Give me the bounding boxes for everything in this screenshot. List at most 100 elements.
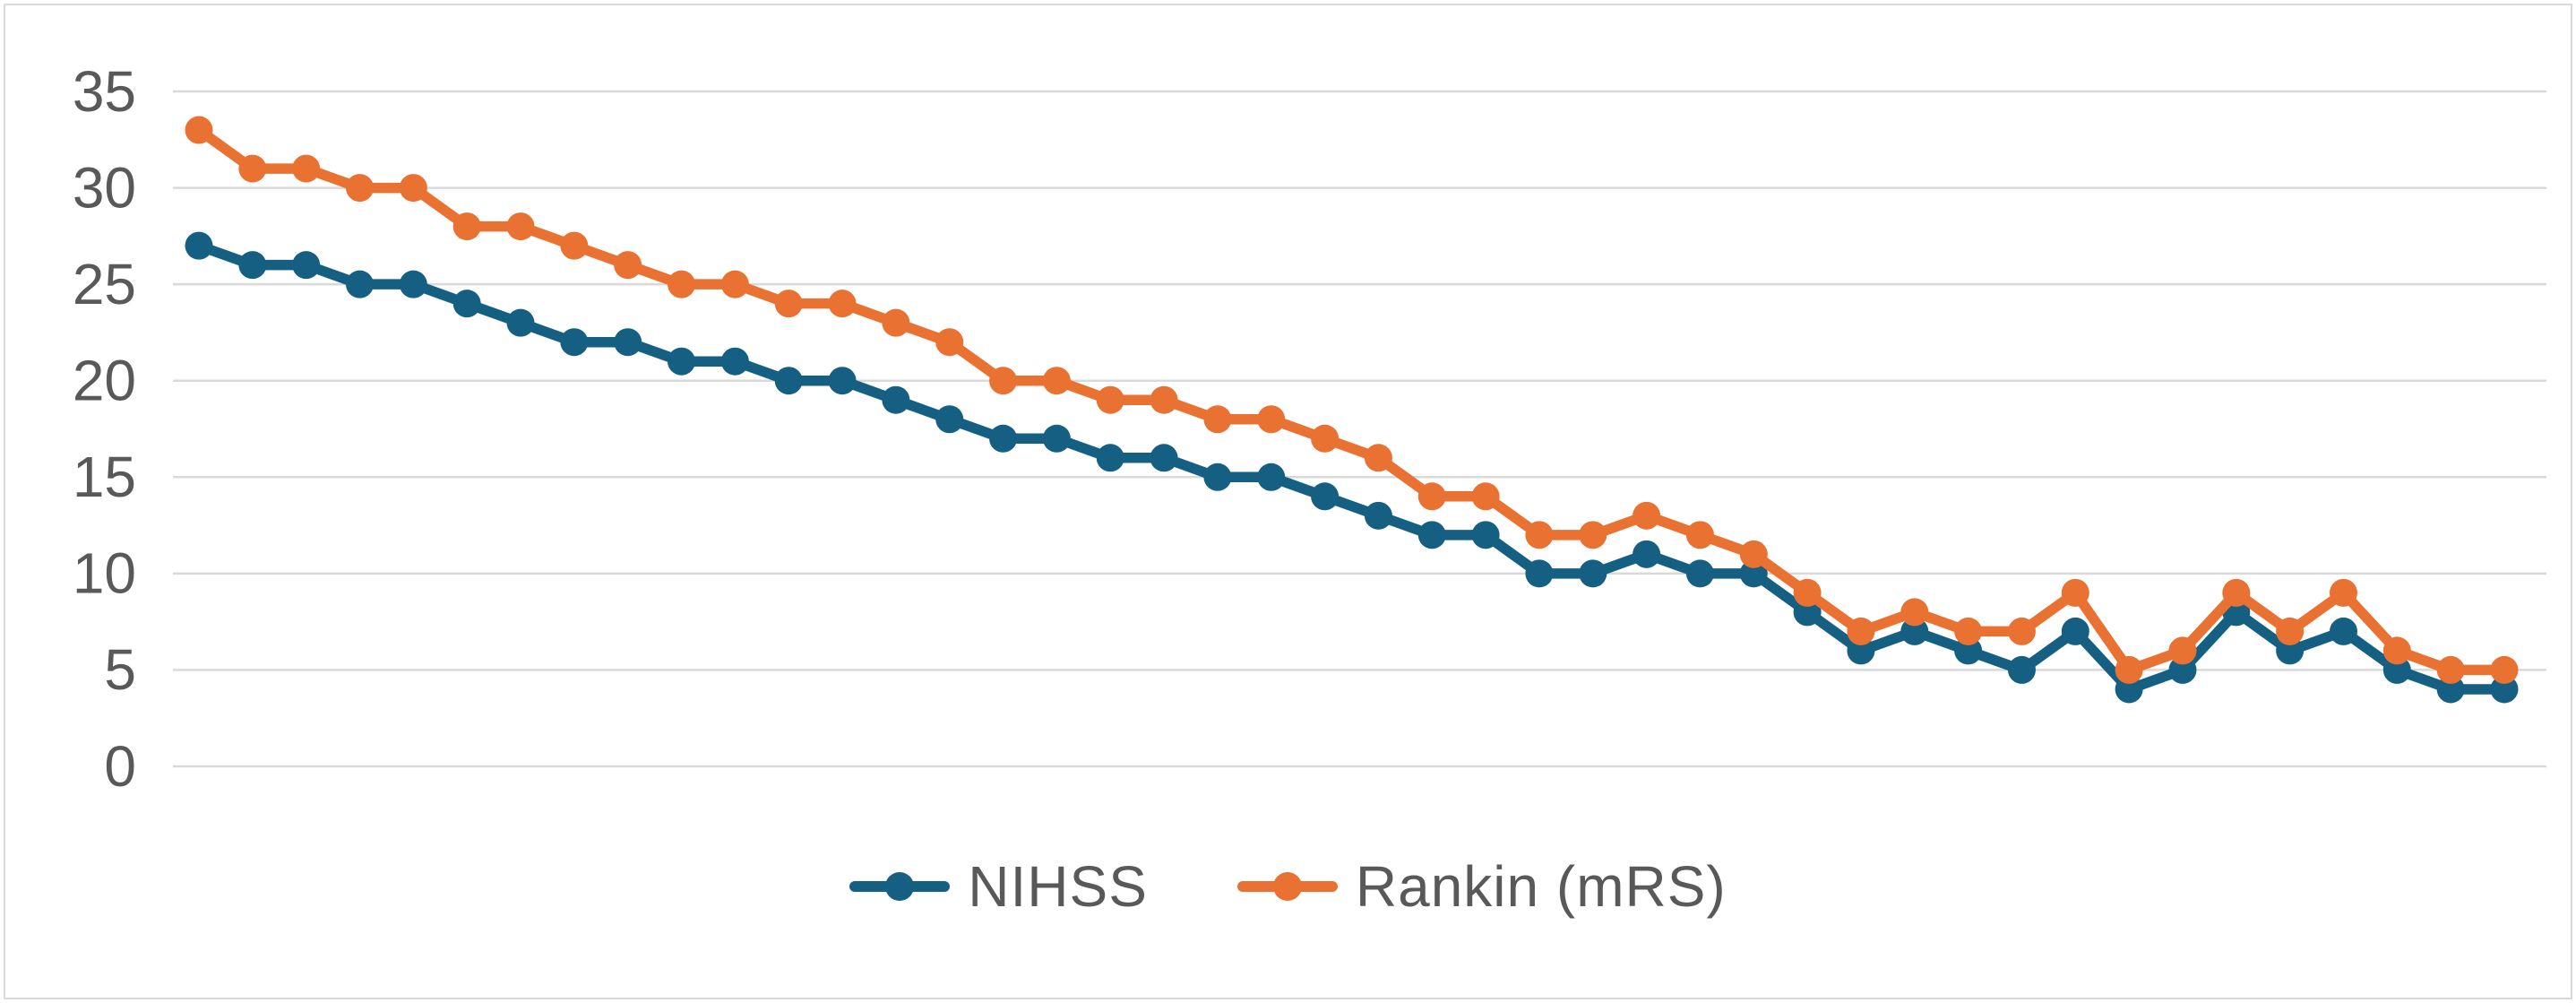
data-point-marker: [989, 424, 1018, 453]
data-point-marker: [1579, 521, 1607, 549]
data-point-marker: [1525, 521, 1554, 549]
data-point-marker: [1471, 482, 1500, 511]
data-point-marker: [774, 367, 803, 395]
data-point-marker: [1954, 636, 1983, 665]
data-point-marker: [668, 347, 696, 376]
data-point-marker: [2436, 675, 2465, 704]
data-point-marker: [1364, 501, 1392, 530]
data-point-marker: [1042, 367, 1071, 395]
data-point-marker: [1417, 521, 1446, 549]
data-point-marker: [1685, 559, 1714, 588]
data-point-marker: [346, 270, 375, 298]
y-axis-tick-label: 0: [104, 734, 136, 799]
data-point-marker: [1096, 444, 1124, 472]
data-point-marker: [1633, 540, 1661, 568]
data-point-marker: [2061, 617, 2089, 645]
data-point-marker: [399, 270, 427, 298]
data-point-marker: [1203, 463, 1232, 491]
data-point-marker: [1847, 636, 1875, 665]
data-point-marker: [1311, 482, 1340, 511]
data-point-marker: [1685, 521, 1714, 549]
data-point-marker: [1417, 482, 1446, 511]
data-point-marker: [452, 290, 481, 318]
data-point-marker: [828, 367, 857, 395]
data-point-marker: [882, 385, 910, 414]
data-point-marker: [1257, 405, 1286, 434]
series-line-rankin-mrs-: [194, 125, 2510, 676]
data-point-marker: [2329, 617, 2357, 645]
legend-marker-rankin-icon: [1236, 872, 1338, 901]
data-point-marker: [1900, 598, 1929, 627]
y-axis-tick-label: 10: [73, 541, 136, 606]
data-point-marker: [720, 347, 749, 376]
data-point-marker: [1633, 501, 1661, 530]
data-point-marker: [1579, 559, 1607, 588]
data-point-marker: [2276, 617, 2305, 645]
data-point-marker: [346, 174, 375, 203]
legend-marker-nihss-icon: [849, 872, 951, 901]
data-point-marker: [1042, 424, 1071, 453]
data-point-marker: [1739, 540, 1768, 568]
y-axis-tick-label: 30: [73, 155, 136, 220]
data-point-marker: [1150, 385, 1178, 414]
data-point-marker: [2115, 675, 2143, 704]
data-point-marker: [2007, 655, 2036, 684]
data-point-marker: [2115, 655, 2143, 684]
data-point-marker: [1257, 463, 1286, 491]
y-axis-tick-label: 5: [104, 637, 136, 702]
data-point-marker: [720, 270, 749, 298]
data-point-marker: [185, 116, 213, 144]
legend-item-rankin: Rankin (mRS): [1236, 853, 1727, 920]
data-point-marker: [2436, 655, 2465, 684]
data-point-marker: [238, 154, 267, 183]
y-axis-tick-label: 35: [73, 59, 136, 124]
data-point-marker: [1525, 559, 1554, 588]
data-point-marker: [506, 212, 535, 241]
legend-label-nihss: NIHSS: [968, 854, 1148, 919]
data-point-marker: [935, 328, 964, 357]
y-axis-tick-label: 25: [73, 252, 136, 316]
data-point-marker: [614, 251, 642, 280]
data-point-marker: [668, 270, 696, 298]
data-point-marker: [2222, 578, 2251, 607]
data-point-marker: [1793, 598, 1822, 627]
data-point-marker: [1364, 444, 1392, 472]
legend: NIHSS Rankin (mRS): [0, 853, 2576, 920]
data-point-marker: [989, 367, 1018, 395]
data-point-marker: [882, 308, 910, 337]
data-point-marker: [828, 290, 857, 318]
data-point-marker: [1793, 578, 1822, 607]
data-point-marker: [614, 328, 642, 357]
data-point-marker: [935, 405, 964, 434]
y-axis-tick-label: 20: [73, 348, 136, 412]
legend-label-rankin: Rankin (mRS): [1355, 854, 1727, 919]
data-point-marker: [2490, 655, 2519, 684]
data-point-marker: [1847, 617, 1875, 645]
data-point-marker: [1471, 521, 1500, 549]
data-point-marker: [2061, 578, 2089, 607]
legend-item-nihss: NIHSS: [849, 853, 1148, 920]
data-point-marker: [292, 251, 321, 280]
data-point-marker: [1203, 405, 1232, 434]
y-axis-tick-label: 15: [73, 445, 136, 509]
data-point-marker: [1150, 444, 1178, 472]
data-point-marker: [774, 290, 803, 318]
data-point-marker: [2490, 675, 2519, 704]
data-point-marker: [2168, 636, 2197, 665]
data-point-marker: [1739, 559, 1768, 588]
data-point-marker: [2382, 636, 2411, 665]
data-point-marker: [560, 231, 589, 260]
data-point-marker: [185, 231, 213, 260]
data-point-marker: [452, 212, 481, 241]
data-point-marker: [292, 154, 321, 183]
data-point-marker: [399, 174, 427, 203]
data-point-marker: [1954, 617, 1983, 645]
data-point-marker: [2382, 655, 2411, 684]
data-point-marker: [2168, 655, 2197, 684]
data-point-marker: [2329, 578, 2357, 607]
data-point-marker: [560, 328, 589, 357]
series-line-nihss: [194, 240, 2510, 695]
data-point-marker: [238, 251, 267, 280]
data-point-marker: [2276, 636, 2305, 665]
